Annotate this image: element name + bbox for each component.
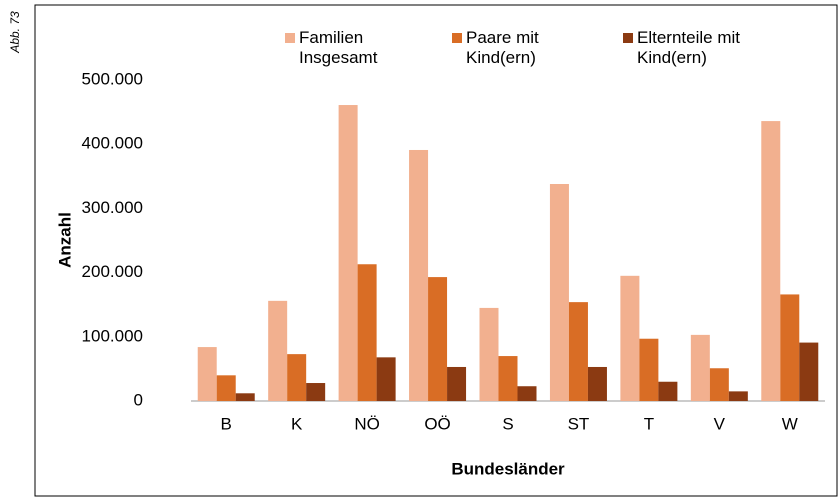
bar (287, 354, 307, 401)
bar (587, 366, 607, 401)
bar (498, 356, 518, 401)
bar (639, 338, 659, 401)
x-tick-label: K (291, 414, 303, 433)
legend-swatch (623, 33, 633, 43)
x-tick-label: B (221, 414, 232, 433)
bar (761, 121, 781, 401)
bar (235, 393, 255, 401)
x-tick-label: OÖ (424, 414, 450, 433)
bar (658, 381, 678, 401)
bar (376, 357, 396, 401)
legend-swatch (452, 33, 462, 43)
bar (428, 277, 448, 401)
bar (549, 184, 569, 401)
y-tick-label: 0 (134, 390, 143, 409)
bar (690, 334, 710, 401)
y-tick-label: 200.000 (82, 262, 143, 281)
x-tick-label: ST (568, 414, 590, 433)
bar (479, 307, 499, 401)
x-tick-label: W (782, 414, 798, 433)
y-axis-title: Anzahl (55, 212, 74, 268)
bar (197, 347, 217, 401)
bar (216, 375, 236, 401)
bar (620, 275, 640, 401)
bar (268, 300, 288, 401)
y-tick-label: 100.000 (82, 326, 143, 345)
legend-label: Familien Insgesamt (299, 28, 378, 67)
frame (34, 4, 838, 497)
bar (517, 386, 537, 401)
y-tick-label: 500.000 (82, 69, 143, 88)
bar (568, 302, 588, 401)
bar (728, 391, 748, 401)
legend-label: Elternteile mit Kind(ern) (637, 28, 740, 67)
legend-label: Paare mit Kind(ern) (466, 28, 539, 67)
bar (338, 105, 358, 402)
x-tick-label: NÖ (354, 414, 380, 433)
x-tick-label: S (502, 414, 513, 433)
bar (447, 366, 467, 401)
x-tick-label: V (714, 414, 726, 433)
bar (357, 264, 377, 401)
bar (799, 342, 819, 401)
x-tick-label: T (644, 414, 654, 433)
x-axis-title: Bundesländer (451, 459, 565, 478)
bar (306, 383, 326, 401)
bar (709, 368, 729, 401)
bar (780, 294, 800, 401)
legend-swatch (285, 33, 295, 43)
y-tick-label: 400.000 (82, 134, 143, 153)
y-tick-label: 300.000 (82, 198, 143, 217)
bar (409, 149, 429, 401)
figure-label: Abb. 73 (8, 11, 22, 54)
